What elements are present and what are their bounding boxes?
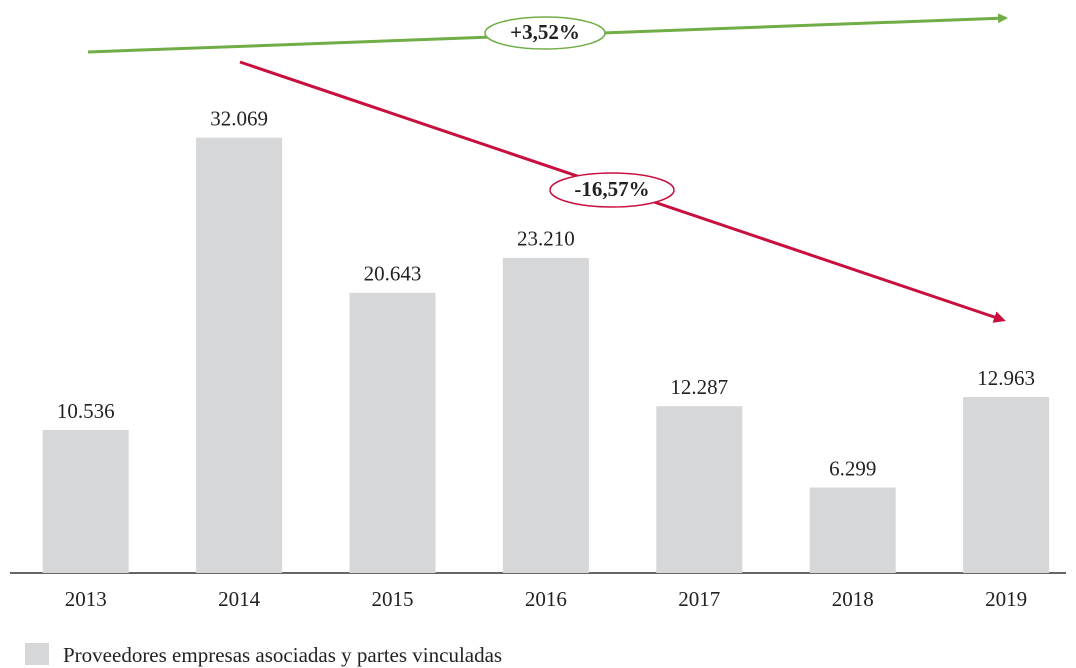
bar bbox=[42, 429, 129, 573]
x-tick-label: 2014 bbox=[218, 587, 261, 611]
bar bbox=[196, 137, 283, 573]
annotation-bubble bbox=[484, 16, 606, 50]
bar bbox=[349, 292, 436, 573]
bar bbox=[809, 487, 896, 573]
bar bbox=[656, 406, 743, 573]
data-label: 23.210 bbox=[517, 227, 575, 251]
annotation-bubble bbox=[549, 172, 675, 208]
bar bbox=[963, 397, 1050, 573]
legend-label: Proveedores empresas asociadas y partes … bbox=[63, 643, 502, 667]
x-tick-label: 2016 bbox=[525, 587, 567, 611]
data-label: 32.069 bbox=[210, 106, 268, 130]
data-label: 6.299 bbox=[829, 456, 876, 480]
x-tick-label: 2018 bbox=[832, 587, 874, 611]
data-label: 10.536 bbox=[57, 399, 115, 423]
annotation: +3,52% bbox=[510, 20, 580, 44]
data-label: 12.287 bbox=[670, 375, 728, 399]
legend-swatch bbox=[25, 643, 49, 665]
annotation: -16,57% bbox=[574, 177, 649, 201]
data-label: 20.643 bbox=[364, 262, 422, 286]
x-tick-label: 2015 bbox=[372, 587, 414, 611]
x-tick-label: 2019 bbox=[985, 587, 1027, 611]
x-tick-label: 2013 bbox=[65, 587, 107, 611]
data-label: 12.963 bbox=[977, 366, 1035, 390]
bar bbox=[502, 257, 589, 573]
x-tick-label: 2017 bbox=[678, 587, 720, 611]
